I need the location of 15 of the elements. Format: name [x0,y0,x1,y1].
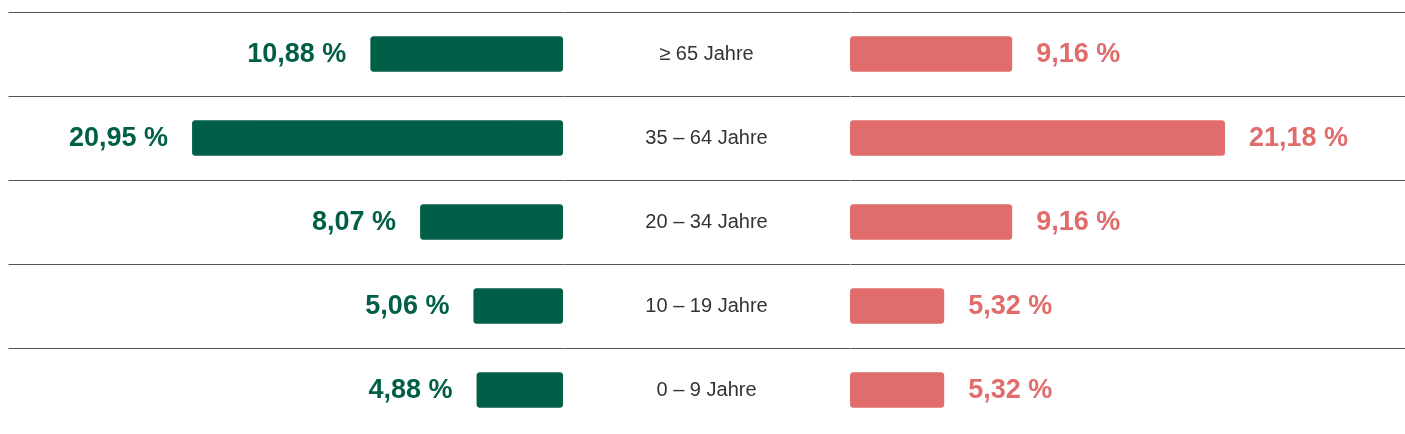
data-label: 21,18 % [1249,122,1349,152]
data-label: 20,95 % [68,122,169,152]
data-label: 5,32 % [968,290,1053,320]
data-label: 4,88 % [368,374,453,404]
data-label: 9,16 % [1036,38,1121,68]
y-tick-label: 10 – 19 Jahre [645,294,768,316]
data-label: 8,07 % [312,206,397,236]
data-label: 5,32 % [968,374,1053,404]
data-label: 10,88 % [247,38,347,68]
y-tick-label: 20 – 34 Jahre [645,210,768,232]
y-tick-label: 0 – 9 Jahre [656,378,757,400]
data-label: 5,06 % [365,290,450,320]
y-tick-label: 35 – 64 Jahre [645,126,768,148]
y-tick-label: ≥ 65 Jahre [659,42,754,64]
data-label: 9,16 % [1036,206,1121,236]
